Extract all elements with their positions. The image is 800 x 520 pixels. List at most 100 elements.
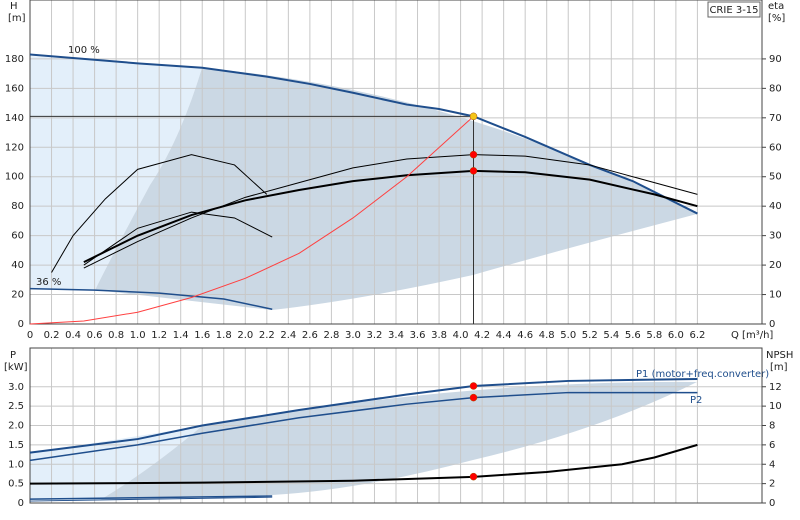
y-tick-label: 20 [11, 290, 24, 301]
x-tick-label: 3.0 [345, 330, 361, 341]
annotation: 100 % [68, 45, 100, 56]
duty-point [469, 472, 478, 481]
operating-region [100, 381, 697, 500]
x-tick-label: 5.4 [603, 330, 619, 341]
x-tick-label: 4.8 [539, 330, 555, 341]
series-line [29, 443, 698, 485]
series-line [29, 115, 474, 325]
x-tick-label: 3.8 [431, 330, 447, 341]
y-tick-label: 0 [18, 498, 24, 509]
series-line [29, 287, 273, 311]
x-tick-label: 5.0 [560, 330, 576, 341]
y2-tick-label: 40 [769, 201, 782, 212]
x-tick-label: 0 [27, 330, 33, 341]
series-line [29, 496, 273, 502]
y2-tick-label: 90 [769, 54, 782, 65]
chart-title: CRIE 3-15 [709, 5, 758, 16]
series-line [29, 391, 698, 462]
x-tick-label: 2.0 [237, 330, 253, 341]
plot-frame [29, 347, 763, 504]
y2-tick-label: 12 [769, 382, 782, 393]
y-tick-label: 100 [5, 172, 24, 183]
y-tick-label: 180 [5, 54, 24, 65]
x-tick-label: 5.2 [582, 330, 598, 341]
x-tick-label: 3.6 [410, 330, 426, 341]
y-tick-label: 2.0 [8, 421, 24, 432]
y2-label: NPSH [766, 350, 793, 361]
x-tick-label: 4.6 [517, 330, 533, 341]
plot-frame [29, 0, 763, 325]
x-tick-label: 5.8 [646, 330, 662, 341]
series-line [83, 154, 698, 269]
y2-tick-label: 10 [769, 401, 782, 412]
y-tick-label: 80 [11, 201, 24, 212]
y2-tick-label: 8 [769, 421, 775, 432]
y2-unit: [%] [768, 13, 785, 24]
duty-point [469, 382, 478, 390]
y2-tick-label: 0 [769, 319, 775, 330]
series-line [83, 211, 273, 266]
y2-tick-label: 70 [769, 113, 782, 124]
y-tick-label: 3.0 [8, 382, 24, 393]
y2-tick-label: 0 [769, 498, 775, 509]
y-unit: [m] [8, 13, 26, 24]
x-tick-label: 0.4 [65, 330, 81, 341]
y2-tick-label: 4 [769, 459, 775, 470]
x-tick-label: 0.8 [108, 330, 124, 341]
x-tick-label: 4.4 [496, 330, 512, 341]
y-label: H [10, 1, 18, 12]
y2-tick-label: 60 [769, 142, 782, 153]
y2-tick-label: 80 [769, 83, 782, 94]
duty-point [469, 393, 478, 402]
y-tick-label: 2.5 [8, 401, 24, 412]
x-tick-label: 6.0 [668, 330, 684, 341]
series-line [83, 169, 698, 264]
x-tick-label: 2.4 [280, 330, 296, 341]
x-label: Q [m³/h] [731, 330, 773, 341]
x-tick-label: 2.6 [302, 330, 318, 341]
y2-tick-label: 2 [769, 479, 775, 490]
y2-tick-label: 6 [769, 440, 775, 451]
x-tick-label: 3.2 [367, 330, 383, 341]
y-unit: [kW] [4, 362, 28, 373]
y-tick-label: 1.0 [8, 459, 24, 470]
title-box [707, 1, 761, 18]
y2-tick-label: 10 [769, 290, 782, 301]
y-tick-label: 40 [11, 260, 24, 271]
y2-unit: [m] [770, 362, 788, 373]
series-line [51, 154, 268, 273]
x-tick-label: 4.2 [474, 330, 490, 341]
x-tick-label: 2.2 [259, 330, 275, 341]
y-tick-label: 0 [18, 319, 24, 330]
y-tick-label: 0.5 [8, 479, 24, 490]
annotation: 36 % [36, 277, 61, 288]
y-tick-label: 60 [11, 231, 24, 242]
x-tick-label: 5.6 [625, 330, 641, 341]
duty-point [469, 112, 478, 121]
series-line [29, 378, 698, 454]
legend-label: P2 [690, 395, 702, 406]
y2-tick-label: 30 [769, 231, 782, 242]
y2-tick-label: 50 [769, 172, 782, 183]
x-tick-label: 1.4 [173, 330, 189, 341]
x-tick-label: 0.2 [44, 330, 60, 341]
x-tick-label: 6.2 [689, 330, 705, 341]
y-tick-label: 140 [5, 113, 24, 124]
x-tick-label: 4.0 [453, 330, 469, 341]
y2-label: eta [768, 1, 784, 12]
legend-label: P1 (motor+freq.converter) [636, 369, 769, 380]
y-tick-label: 160 [5, 83, 24, 94]
duty-point [469, 167, 478, 175]
y-label: P [10, 350, 16, 361]
x-tick-label: 1.6 [194, 330, 210, 341]
duty-point [469, 150, 478, 159]
x-tick-label: 0.6 [87, 330, 103, 341]
y2-tick-label: 20 [769, 260, 782, 271]
x-tick-label: 1.2 [151, 330, 167, 341]
x-tick-label: 1.0 [130, 330, 146, 341]
y-tick-label: 1.5 [8, 440, 24, 451]
series-line [29, 495, 273, 500]
x-tick-label: 3.4 [388, 330, 404, 341]
x-tick-label: 1.8 [216, 330, 232, 341]
